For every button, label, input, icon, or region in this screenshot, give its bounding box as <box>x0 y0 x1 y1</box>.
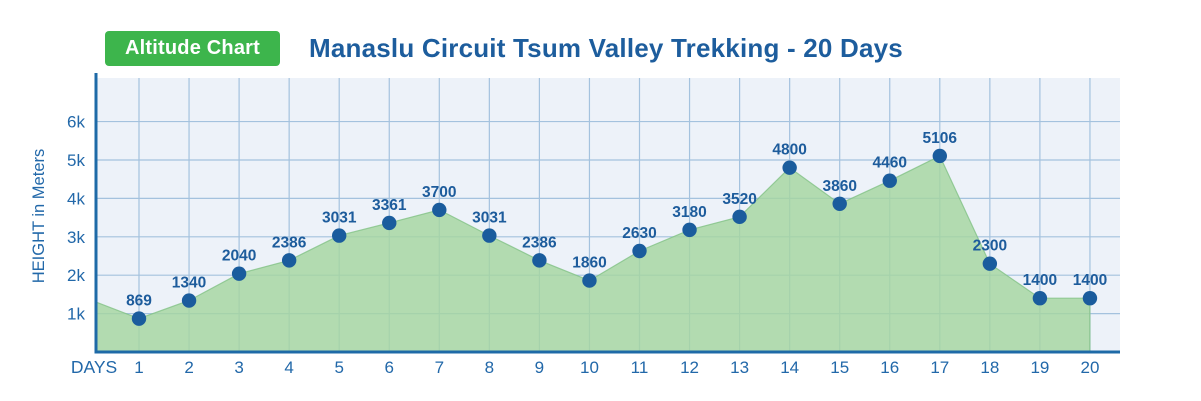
value-label-day-2: 1340 <box>172 275 206 292</box>
x-tick-5: 5 <box>334 358 343 377</box>
page-title: Manaslu Circuit Tsum Valley Trekking - 2… <box>309 33 903 63</box>
value-label-day-8: 3031 <box>472 210 507 227</box>
altitude-area-edge <box>95 155 1091 352</box>
data-point-day-8 <box>482 228 497 243</box>
data-point-day-5 <box>332 228 347 243</box>
data-point-day-20 <box>1082 291 1098 306</box>
data-point-day-14 <box>782 160 797 175</box>
value-label-day-13: 3520 <box>722 191 756 208</box>
x-tick-12: 12 <box>680 358 699 377</box>
y-tick-4k: 4k <box>67 189 85 208</box>
value-label-day-15: 3860 <box>822 178 856 195</box>
value-label-day-10: 1860 <box>572 255 606 272</box>
value-label-day-12: 3180 <box>672 204 706 221</box>
value-label-day-18: 2300 <box>973 238 1007 255</box>
value-label-day-16: 4460 <box>873 155 907 172</box>
value-label-day-9: 2386 <box>522 234 557 251</box>
x-axis-title: DAYS <box>71 357 117 377</box>
data-point-day-4 <box>281 253 297 268</box>
value-label-day-1: 869 <box>126 293 152 310</box>
data-point-day-3 <box>231 266 247 281</box>
value-label-day-17: 5106 <box>923 130 958 147</box>
data-point-day-11 <box>632 243 647 259</box>
value-label-day-7: 3700 <box>422 184 456 201</box>
x-tick-18: 18 <box>980 358 999 377</box>
y-tick-5k: 5k <box>67 151 85 170</box>
value-label-day-19: 1400 <box>1023 272 1057 289</box>
x-tick-20: 20 <box>1080 358 1099 377</box>
value-label-day-20: 1400 <box>1073 272 1107 289</box>
altitude-chart-badge-label: Altitude Chart <box>124 37 261 59</box>
value-label-day-3: 2040 <box>222 248 256 265</box>
value-label-day-5: 3031 <box>322 210 357 227</box>
x-tick-3: 3 <box>234 358 243 377</box>
x-tick-13: 13 <box>730 358 749 377</box>
x-tick-7: 7 <box>435 358 444 377</box>
data-point-day-18 <box>982 256 998 271</box>
x-tick-14: 14 <box>780 358 799 377</box>
value-label-day-14: 4800 <box>772 142 806 159</box>
value-label-day-4: 2386 <box>272 234 307 251</box>
x-tick-2: 2 <box>184 358 193 377</box>
y-axis-title: HEIGHT in Meters <box>30 149 48 283</box>
y-tick-2k: 2k <box>67 266 85 285</box>
x-tick-8: 8 <box>485 358 494 377</box>
data-point-day-16 <box>882 173 897 188</box>
x-tick-16: 16 <box>880 358 899 377</box>
data-point-day-9 <box>532 253 547 268</box>
data-point-day-17 <box>932 148 947 164</box>
data-point-day-10 <box>582 273 597 288</box>
y-tick-3k: 3k <box>67 228 85 247</box>
x-tick-11: 11 <box>631 358 649 377</box>
x-tick-17: 17 <box>930 358 949 377</box>
x-tick-1: 1 <box>134 358 143 377</box>
data-point-day-12 <box>682 222 697 238</box>
x-tick-9: 9 <box>535 358 544 377</box>
x-tick-19: 19 <box>1030 358 1049 377</box>
x-tick-4: 4 <box>284 358 293 377</box>
data-point-day-15 <box>832 196 847 211</box>
value-label-day-6: 3361 <box>372 197 407 214</box>
data-point-day-7 <box>432 202 447 218</box>
y-tick-6k: 6k <box>67 113 85 132</box>
data-point-day-13 <box>732 209 747 225</box>
altitude-chart-badge: Altitude Chart <box>105 31 280 66</box>
x-tick-15: 15 <box>830 358 849 377</box>
x-tick-6: 6 <box>385 358 394 377</box>
value-label-day-11: 2630 <box>622 225 656 242</box>
y-tick-1k: 1k <box>67 305 85 324</box>
data-point-day-6 <box>382 215 397 231</box>
data-point-day-1 <box>131 311 147 326</box>
x-tick-10: 10 <box>580 358 599 377</box>
data-point-day-19 <box>1032 291 1048 306</box>
data-point-day-2 <box>181 293 197 308</box>
